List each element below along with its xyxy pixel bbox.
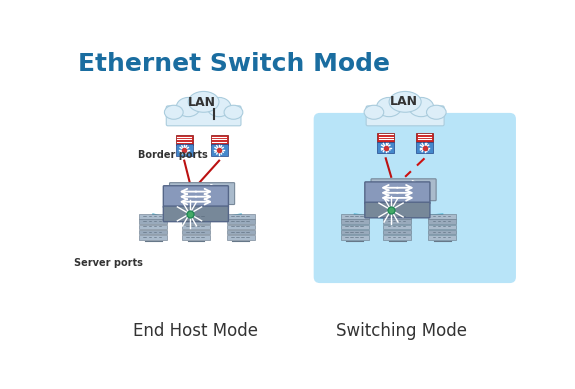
Ellipse shape <box>389 91 421 112</box>
FancyBboxPatch shape <box>210 135 228 145</box>
Ellipse shape <box>188 91 219 112</box>
Ellipse shape <box>427 105 446 119</box>
FancyBboxPatch shape <box>314 113 516 283</box>
FancyBboxPatch shape <box>365 182 430 204</box>
Ellipse shape <box>224 105 243 119</box>
FancyBboxPatch shape <box>416 133 433 142</box>
Ellipse shape <box>164 105 183 119</box>
FancyBboxPatch shape <box>227 224 255 229</box>
FancyBboxPatch shape <box>341 219 369 224</box>
FancyBboxPatch shape <box>182 224 210 229</box>
FancyBboxPatch shape <box>384 230 411 234</box>
Text: Server ports: Server ports <box>74 258 143 268</box>
FancyBboxPatch shape <box>416 142 433 154</box>
FancyBboxPatch shape <box>365 202 430 218</box>
FancyBboxPatch shape <box>341 224 369 229</box>
FancyBboxPatch shape <box>182 219 210 224</box>
FancyBboxPatch shape <box>384 235 411 240</box>
FancyBboxPatch shape <box>163 186 228 208</box>
FancyBboxPatch shape <box>139 214 167 219</box>
FancyBboxPatch shape <box>428 214 457 219</box>
FancyBboxPatch shape <box>227 235 255 240</box>
FancyBboxPatch shape <box>163 206 228 222</box>
FancyBboxPatch shape <box>428 219 457 224</box>
FancyBboxPatch shape <box>170 183 235 205</box>
Text: LAN: LAN <box>188 96 216 109</box>
FancyBboxPatch shape <box>227 214 255 219</box>
FancyBboxPatch shape <box>341 230 369 234</box>
Ellipse shape <box>207 97 231 117</box>
FancyBboxPatch shape <box>428 224 457 229</box>
FancyBboxPatch shape <box>371 179 436 201</box>
Ellipse shape <box>364 105 384 119</box>
FancyBboxPatch shape <box>341 235 369 240</box>
FancyBboxPatch shape <box>182 235 210 240</box>
FancyBboxPatch shape <box>210 144 228 156</box>
FancyBboxPatch shape <box>428 235 457 240</box>
FancyBboxPatch shape <box>341 214 369 219</box>
Text: End Host Mode: End Host Mode <box>133 322 258 340</box>
FancyBboxPatch shape <box>139 224 167 229</box>
Text: Ethernet Switch Mode: Ethernet Switch Mode <box>78 52 390 76</box>
Text: LAN: LAN <box>390 95 417 108</box>
FancyBboxPatch shape <box>166 106 241 126</box>
Text: Border ports: Border ports <box>138 150 208 160</box>
Ellipse shape <box>409 97 434 117</box>
FancyBboxPatch shape <box>139 235 167 240</box>
FancyBboxPatch shape <box>176 135 193 145</box>
FancyBboxPatch shape <box>227 230 255 234</box>
FancyBboxPatch shape <box>384 214 411 219</box>
FancyBboxPatch shape <box>377 142 394 154</box>
FancyBboxPatch shape <box>384 224 411 229</box>
FancyBboxPatch shape <box>384 219 411 224</box>
FancyBboxPatch shape <box>428 230 457 234</box>
FancyBboxPatch shape <box>182 214 210 219</box>
FancyBboxPatch shape <box>227 219 255 224</box>
Ellipse shape <box>377 97 401 117</box>
Text: Switching Mode: Switching Mode <box>336 322 467 340</box>
FancyBboxPatch shape <box>139 219 167 224</box>
FancyBboxPatch shape <box>182 230 210 234</box>
FancyBboxPatch shape <box>176 144 193 156</box>
FancyBboxPatch shape <box>377 133 394 142</box>
FancyBboxPatch shape <box>139 230 167 234</box>
Ellipse shape <box>177 97 200 117</box>
FancyBboxPatch shape <box>366 106 444 126</box>
